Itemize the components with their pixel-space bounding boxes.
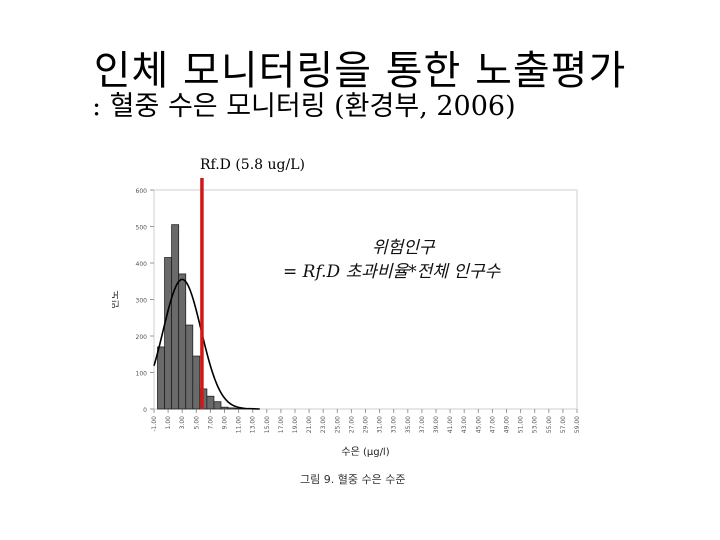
y-tick-label: 0 — [143, 407, 147, 414]
x-axis: -1.00 1.00 3.00 5.00 7.00 9.00 11.00 13.00 15.00… — [151, 409, 581, 458]
x-tick-label: 49.00 — [504, 416, 511, 433]
x-tick-label: 41.00 — [447, 416, 454, 433]
histogram-bar — [213, 401, 222, 410]
histogram-bar — [157, 346, 165, 410]
x-tick-label: 1.00 — [165, 416, 172, 430]
histogram-bar — [220, 406, 229, 410]
x-tick-label: 53.00 — [532, 416, 539, 433]
x-tick-label: 29.00 — [363, 416, 370, 433]
y-tick-label: 100 — [136, 371, 148, 378]
x-tick-label: 5.00 — [193, 416, 200, 430]
histogram-bar — [185, 324, 194, 410]
x-tick-label: 27.00 — [348, 416, 355, 433]
y-tick-label: 400 — [136, 261, 148, 268]
chart-grid — [153, 189, 578, 410]
x-tick-label: 35.00 — [405, 416, 412, 433]
y-axis: 0 100 200 300 400 500 600 빈도 — [112, 188, 154, 414]
x-tick-label: -1.00 — [151, 416, 158, 432]
x-tick-label: 33.00 — [391, 416, 398, 433]
histogram-bars — [157, 224, 250, 410]
histogram-bar — [206, 395, 215, 410]
y-axis-label: 빈도 — [112, 290, 121, 308]
x-tick-label: 9.00 — [222, 416, 229, 430]
x-tick-label: 55.00 — [546, 416, 553, 433]
histogram-bar — [227, 407, 236, 410]
y-tick-label: 200 — [136, 334, 148, 341]
y-tick-label: 500 — [136, 225, 148, 232]
histogram-bar — [171, 224, 180, 410]
x-tick-label: 19.00 — [292, 416, 299, 433]
x-tick-label: 15.00 — [264, 416, 271, 433]
x-tick-label: 45.00 — [475, 416, 482, 433]
x-tick-label: 13.00 — [250, 416, 257, 433]
x-tick-label: 25.00 — [334, 416, 341, 433]
x-tick-label: 11.00 — [236, 416, 243, 433]
histogram-bar — [178, 273, 187, 410]
x-tick-label: 23.00 — [320, 416, 327, 433]
slide-subtitle: : 혈중 수은 모니터링 (환경부, 2006) — [92, 91, 516, 122]
x-tick-label: 51.00 — [518, 416, 525, 433]
annotation-formula: = Rf.D 초과비율*전체 인구수 — [283, 262, 501, 282]
histogram-bar — [164, 257, 173, 410]
histogram-chart: 0 100 200 300 400 500 600 빈도 -1.00 1.00 3.00 5.00 7… — [112, 178, 581, 458]
x-tick-label: 47.00 — [489, 416, 496, 433]
x-tick-label: 59.00 — [574, 416, 581, 433]
x-tick-label: 17.00 — [278, 416, 285, 433]
figure-caption: 그림 9. 혈중 수은 수준 — [300, 473, 406, 486]
normal-curve — [153, 278, 260, 410]
normal-curve-layer — [153, 278, 260, 410]
x-tick-label: 7.00 — [207, 416, 214, 430]
x-tick-label: 21.00 — [306, 416, 313, 433]
x-tick-label: 43.00 — [461, 416, 468, 433]
x-tick-label: 39.00 — [433, 416, 440, 433]
annotation-risk-population: 위험인구 — [372, 238, 435, 258]
slide-title: 인체 모니터링을 통한 노출평가 — [93, 48, 627, 94]
y-tick-label: 300 — [136, 298, 148, 305]
x-tick-label: 37.00 — [419, 416, 426, 433]
x-tick-label: 57.00 — [560, 416, 567, 433]
x-axis-label: 수은 (μg/l) — [341, 446, 389, 458]
plot-area — [153, 189, 578, 410]
rfd-label: Rf.D (5.8 ug/L) — [200, 157, 305, 173]
x-tick-label: 31.00 — [377, 416, 384, 433]
y-tick-label: 600 — [136, 188, 148, 195]
histogram-bar — [192, 355, 201, 410]
x-tick-label: 3.00 — [179, 416, 186, 430]
